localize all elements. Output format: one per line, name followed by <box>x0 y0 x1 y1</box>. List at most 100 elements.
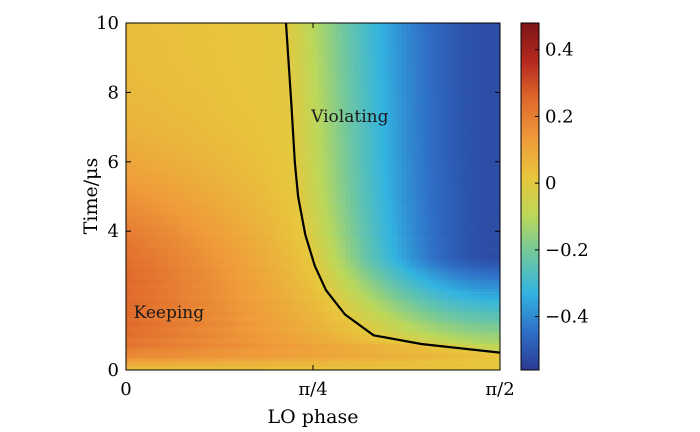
heatmap-cell <box>219 129 225 134</box>
heatmap-cell <box>154 46 160 50</box>
heatmap-cell <box>481 199 487 203</box>
heatmap-cell <box>168 199 174 203</box>
heatmap-cell <box>443 37 450 41</box>
heatmap-cell <box>252 60 258 65</box>
heatmap-cell <box>130 147 136 151</box>
heatmap-cell <box>387 86 394 91</box>
heatmap-cell <box>397 34 403 39</box>
heatmap-cell <box>205 153 211 157</box>
heatmap-cell <box>224 184 230 189</box>
heatmap-cell <box>280 37 286 41</box>
heatmap-cell <box>126 23 132 27</box>
heatmap-cell <box>359 132 366 137</box>
heatmap-cell <box>186 37 193 41</box>
heatmap-cell <box>205 103 211 108</box>
heatmap-cell <box>191 182 197 186</box>
heatmap-cell <box>327 25 333 30</box>
heatmap-cell <box>369 176 375 180</box>
heatmap-cell <box>355 31 361 36</box>
heatmap-cell <box>322 95 328 99</box>
heatmap-cell <box>210 161 216 166</box>
heatmap-cell <box>495 179 500 183</box>
heatmap-cell <box>378 25 384 30</box>
heatmap-cell <box>191 115 197 120</box>
heatmap-cell <box>467 46 473 50</box>
heatmap-cell <box>294 75 300 79</box>
heatmap-cell <box>130 156 136 160</box>
heatmap-cell <box>415 158 422 163</box>
heatmap-cell <box>481 98 487 102</box>
heatmap-cell <box>387 75 394 79</box>
heatmap-cell <box>270 43 277 47</box>
heatmap-cell <box>238 37 244 41</box>
heatmap-cell <box>392 103 398 108</box>
heatmap-cell <box>434 43 440 47</box>
heatmap-cell <box>308 86 314 91</box>
heatmap-cell <box>144 164 150 169</box>
heatmap-cell <box>420 124 426 128</box>
heatmap-cell <box>163 153 169 157</box>
heatmap-cell <box>238 72 244 76</box>
heatmap-cell <box>373 83 380 88</box>
heatmap-cell <box>467 51 473 56</box>
heatmap-cell <box>149 98 155 102</box>
heatmap-cell <box>270 199 277 203</box>
heatmap-cell <box>457 86 464 91</box>
heatmap-cell <box>495 92 500 96</box>
heatmap-cell <box>144 129 150 134</box>
heatmap-cell <box>158 190 164 195</box>
heatmap-cell <box>140 103 146 108</box>
heatmap-cell <box>425 176 431 180</box>
heatmap-cell <box>439 179 445 183</box>
heatmap-cell <box>476 31 482 36</box>
heatmap-cell <box>284 158 291 163</box>
heatmap-cell <box>359 75 366 79</box>
heatmap-cell <box>228 182 235 186</box>
heatmap-cell <box>224 66 230 70</box>
heatmap-cell <box>126 54 132 59</box>
heatmap-cell <box>172 57 179 62</box>
heatmap-cell <box>130 46 136 50</box>
heatmap-cell <box>364 66 370 70</box>
heatmap-cell <box>364 129 370 134</box>
heatmap-cell <box>364 141 370 146</box>
heatmap-cell <box>186 202 193 206</box>
heatmap-cell <box>186 103 193 108</box>
heatmap-cell <box>168 95 174 99</box>
heatmap-cell <box>200 138 207 143</box>
heatmap-cell <box>411 158 417 163</box>
heatmap-cell <box>205 54 211 59</box>
heatmap-cell <box>443 46 450 50</box>
heatmap-cell <box>210 202 216 206</box>
heatmap-cell <box>322 101 328 105</box>
heatmap-cell <box>359 129 366 134</box>
heatmap-cell <box>429 40 436 44</box>
heatmap-cell <box>196 109 202 114</box>
heatmap-cell <box>364 190 370 195</box>
heatmap-cell <box>126 132 132 137</box>
heatmap-cell <box>140 92 146 96</box>
heatmap-cell <box>205 57 211 62</box>
heatmap-cell <box>397 25 403 30</box>
heatmap-cell <box>298 153 305 157</box>
heatmap-cell <box>238 132 244 137</box>
heatmap-cell <box>275 121 281 125</box>
heatmap-cell <box>196 63 202 67</box>
heatmap-cell <box>280 150 286 154</box>
heatmap-cell <box>462 31 468 36</box>
heatmap-cell <box>462 57 468 62</box>
heatmap-cell <box>224 43 230 47</box>
heatmap-cell <box>191 118 197 122</box>
heatmap-cell <box>411 118 417 122</box>
heatmap-cell <box>383 106 389 111</box>
heatmap-cell <box>294 153 300 157</box>
heatmap-cell <box>443 31 450 36</box>
heatmap-cell <box>406 37 412 41</box>
heatmap-cell <box>252 46 258 50</box>
heatmap-cell <box>490 118 496 122</box>
heatmap-cell <box>317 138 323 143</box>
heatmap-cell <box>280 202 286 206</box>
heatmap-cell <box>313 98 319 102</box>
heatmap-cell <box>126 89 132 93</box>
heatmap-cell <box>411 135 417 140</box>
